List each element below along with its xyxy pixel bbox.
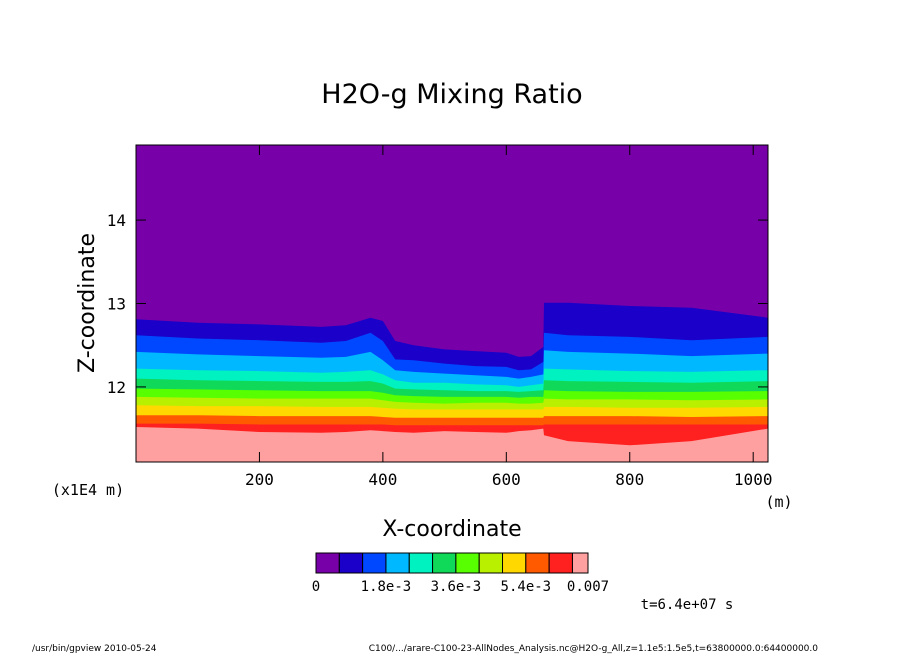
x-tick-label: 1000	[734, 470, 773, 489]
footer-right: C100/.../arare-C100-23-AllNodes_Analysis…	[369, 644, 819, 654]
time-stamp: t=6.4e+07 s	[641, 597, 734, 613]
colorbar-labels: 0 1.8e-3 3.6e-3 5.4e-3 0.007	[312, 579, 609, 595]
colorbar	[315, 552, 589, 574]
colorbar-cell	[502, 552, 527, 574]
axis-tick-labels: 200 400 600 800 1000 12 13 14	[107, 211, 773, 489]
colorbar-label: 0.007	[567, 579, 609, 595]
colorbar-label: 5.4e-3	[501, 579, 552, 595]
x-axis-unit: (m)	[765, 493, 792, 511]
colorbar-cell	[432, 552, 457, 574]
colorbar-label: 3.6e-3	[431, 579, 482, 595]
colorbar-cell	[362, 552, 387, 574]
x-axis-label: X-coordinate	[382, 517, 521, 542]
colorbar-cell	[571, 552, 589, 574]
footer-left: /usr/bin/gpview 2010-05-24	[32, 644, 157, 654]
y-axis-label: Z-coordinate	[75, 233, 100, 373]
x-tick-label: 600	[492, 470, 521, 489]
colorbar-cell	[525, 552, 550, 574]
x-tick-label: 200	[245, 470, 274, 489]
colorbar-cell	[548, 552, 573, 574]
axis-ticks	[136, 145, 768, 462]
colorbar-label: 1.8e-3	[361, 579, 412, 595]
colorbar-cell	[385, 552, 410, 574]
chart-title: H2O-g Mixing Ratio	[321, 79, 582, 110]
colorbar-cell	[315, 552, 340, 574]
colorbar-cell	[408, 552, 434, 574]
colorbar-cell	[455, 552, 480, 574]
colorbar-label: 0	[312, 579, 320, 595]
contour-band-11	[136, 427, 768, 462]
contour-field	[136, 302, 768, 462]
x-tick-label: 400	[368, 470, 397, 489]
y-axis-unit: (x1E4 m)	[52, 481, 124, 499]
colorbar-cell	[478, 552, 504, 574]
x-tick-label: 800	[615, 470, 644, 489]
y-tick-label: 13	[107, 295, 126, 314]
y-tick-label: 14	[107, 211, 126, 230]
colorbar-cell	[338, 552, 364, 574]
y-tick-label: 12	[107, 378, 126, 397]
